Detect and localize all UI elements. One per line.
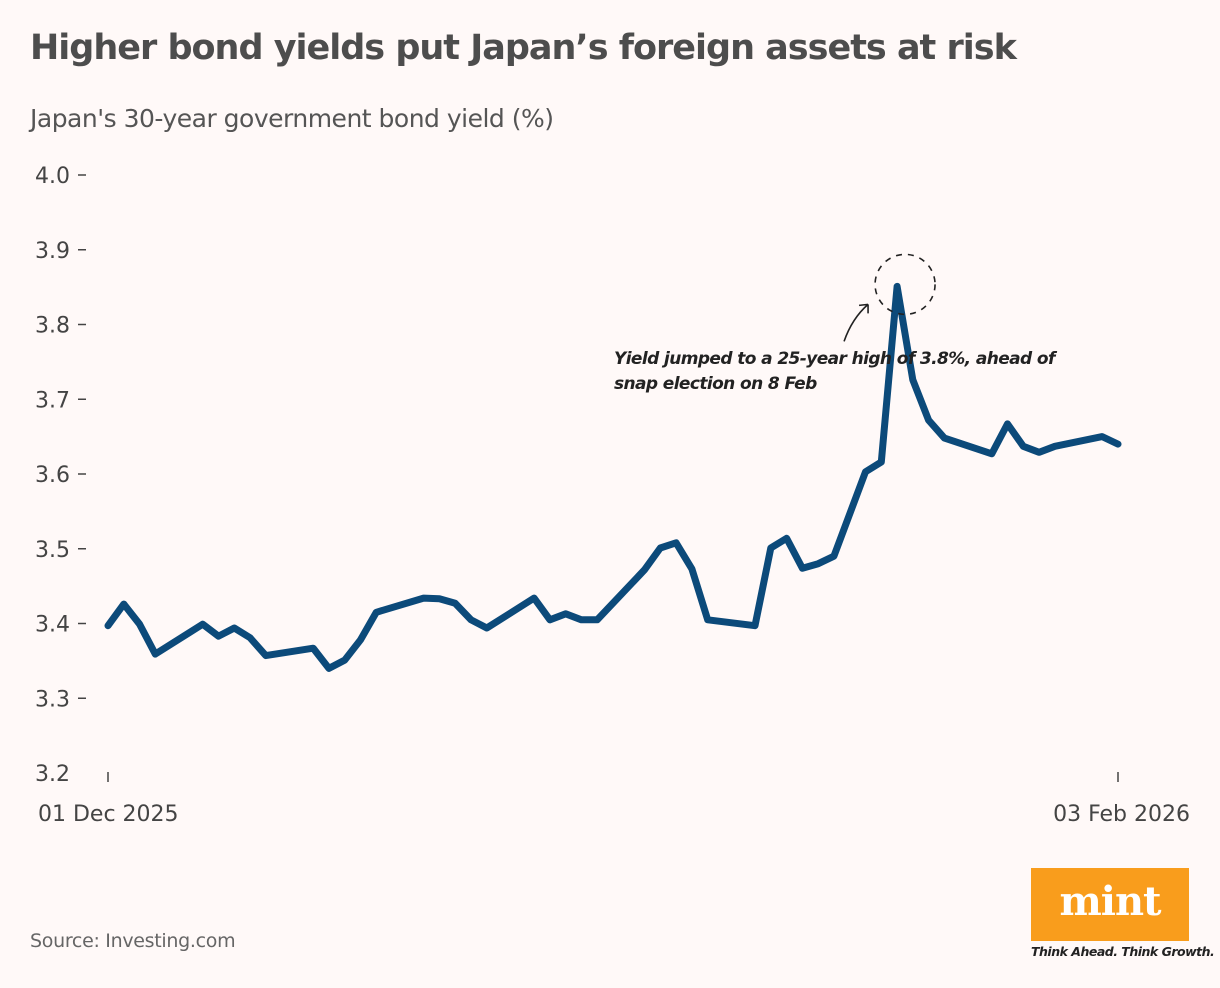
y-tick-label: 3.6: [35, 463, 70, 488]
y-tick-label: 4.0: [35, 164, 70, 189]
y-tick-label: 3.2: [35, 762, 70, 787]
y-tick-label: 3.9: [35, 239, 70, 264]
chart-title: Higher bond yields put Japan’s foreign a…: [30, 28, 1017, 68]
annotation-text-line2: snap election on 8 Feb: [614, 374, 817, 394]
y-tick-label: 3.5: [35, 538, 70, 563]
x-axis: 01 Dec 2025 03 Feb 2026: [38, 772, 1190, 827]
y-tick-label: 3.8: [35, 314, 70, 339]
y-tick-label: 3.7: [35, 388, 70, 413]
x-tick-label: 01 Dec 2025: [38, 802, 179, 827]
y-tick-label: 3.4: [35, 613, 70, 638]
logo-tagline: Think Ahead. Think Growth.: [1031, 944, 1215, 959]
y-axis: 4.0 3.9 3.8 3.7 3.6 3.5 3.4 3.3 3.2: [35, 164, 86, 787]
annotation-arrow-icon: [843, 303, 869, 342]
yield-line: [104, 282, 1122, 672]
source-note: Source: Investing.com: [30, 930, 236, 952]
chart-subtitle: Japan's 30-year government bond yield (%…: [30, 104, 554, 133]
mint-logo: mint: [1031, 868, 1189, 941]
annotation-text-line1: Yield jumped to a 25-year high of 3.8%, …: [614, 349, 1058, 369]
annotation-highlight-circle: [874, 253, 936, 316]
x-tick-label: 03 Feb 2026: [1053, 802, 1190, 827]
y-tick-label: 3.3: [35, 687, 70, 712]
